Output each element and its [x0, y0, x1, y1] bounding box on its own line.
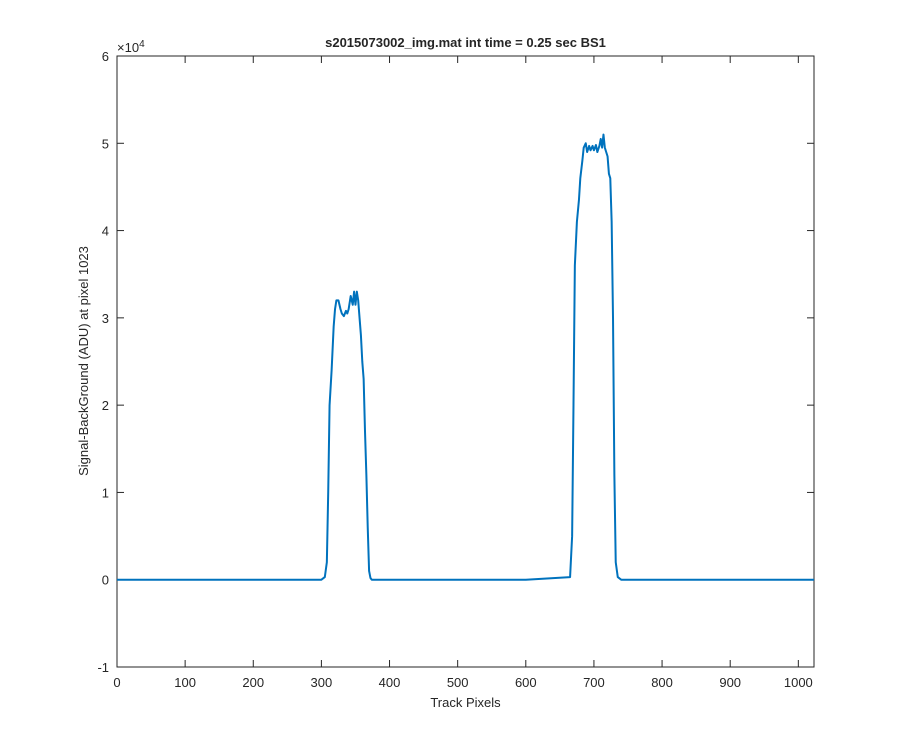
y-tick-label: 6 [102, 49, 109, 64]
y-axis-ticks: -1 0 1 2 3 4 5 6 [97, 49, 814, 675]
y-multiplier-base: ×10 [117, 40, 139, 55]
chart-title: s2015073002_img.mat int time = 0.25 sec … [325, 35, 606, 50]
x-tick-label: 300 [311, 675, 333, 690]
y-multiplier: ×104 [117, 39, 145, 55]
y-tick-label: 4 [102, 224, 109, 239]
y-tick-label: 2 [102, 398, 109, 413]
y-tick-label: -1 [97, 660, 109, 675]
x-tick-label: 100 [174, 675, 196, 690]
y-tick-label: 1 [102, 485, 109, 500]
plot-area [116, 55, 815, 668]
y-axis-label: Signal-BackGround (ADU) at pixel 1023 [76, 246, 91, 476]
y-tick-label: 5 [102, 136, 109, 151]
x-tick-label: 600 [515, 675, 537, 690]
x-axis-label: Track Pixels [430, 695, 501, 710]
x-tick-label: 400 [379, 675, 401, 690]
x-tick-label: 200 [242, 675, 264, 690]
series-line [117, 133, 814, 581]
y-multiplier-exponent: 4 [139, 39, 145, 50]
x-tick-label: 1000 [784, 675, 813, 690]
x-tick-label: 0 [113, 675, 120, 690]
x-tick-label: 700 [583, 675, 605, 690]
y-tick-label: 0 [102, 573, 109, 588]
x-tick-label: 500 [447, 675, 469, 690]
y-tick-label: 3 [102, 311, 109, 326]
x-tick-label: 800 [651, 675, 673, 690]
x-axis-ticks: 0 100 200 300 400 500 600 700 800 900 1000 [113, 56, 813, 690]
x-tick-label: 900 [719, 675, 741, 690]
